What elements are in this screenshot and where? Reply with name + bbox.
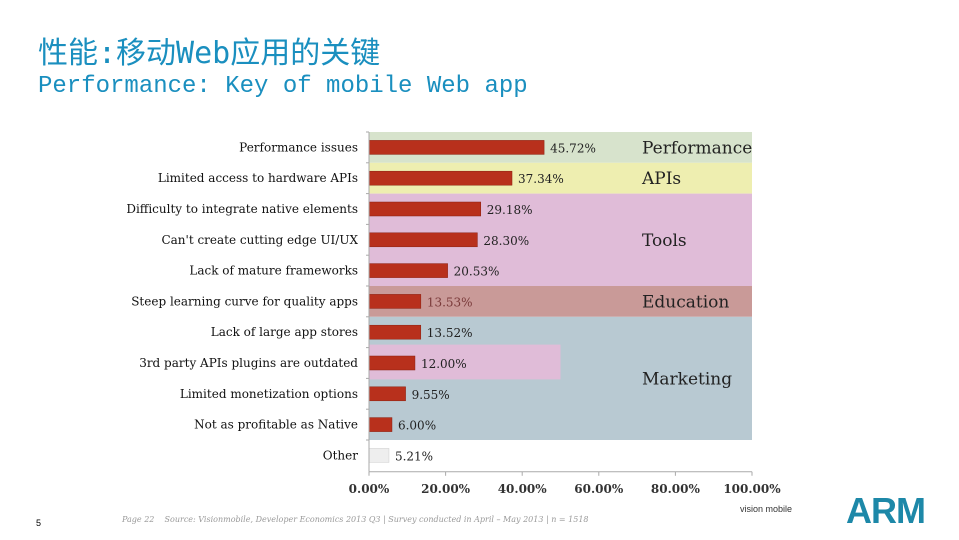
category-label: Not as profitable as Native — [194, 418, 358, 432]
data-label: 12.00% — [421, 357, 467, 371]
x-tick-label: 40.00% — [498, 482, 548, 496]
category-label: Lack of large app stores — [211, 325, 358, 339]
bar — [368, 448, 390, 463]
title-chinese: 性能:移动Web应用的关键 — [38, 36, 381, 71]
data-label: 9.55% — [412, 388, 450, 402]
category-label: Steep learning curve for quality apps — [131, 294, 358, 308]
group-label: Education — [642, 292, 729, 312]
bar — [368, 294, 422, 309]
source-note: Page 22 Source: Visionmobile, Developer … — [122, 515, 589, 524]
category-label: Performance issues — [239, 140, 358, 154]
visionmobile-logo: vision mobile — [740, 504, 793, 514]
category-label: Other — [323, 448, 358, 462]
arm-logo: ARM — [846, 490, 926, 531]
bar — [368, 232, 478, 248]
data-label: 5.21% — [395, 449, 433, 463]
source-text: Source: Visionmobile, Developer Economic… — [164, 515, 589, 524]
x-tick-label: 60.00% — [574, 482, 624, 496]
bar — [368, 355, 416, 371]
data-label: 6.00% — [398, 419, 436, 433]
page-number: 5 — [36, 518, 42, 528]
bar — [368, 140, 545, 155]
group-label: Tools — [642, 231, 687, 251]
bar — [368, 386, 406, 402]
category-label: Limited access to hardware APIs — [158, 171, 358, 185]
data-label: 13.52% — [427, 326, 473, 340]
x-tick-label: 20.00% — [421, 482, 471, 496]
x-tick-label: 100.00% — [723, 482, 781, 496]
data-label: 37.34% — [518, 172, 564, 186]
category-label: Lack of mature frameworks — [189, 264, 358, 278]
bar — [368, 324, 422, 340]
data-label: 13.53% — [427, 295, 473, 309]
category-label: Difficulty to integrate native elements — [126, 202, 358, 216]
x-tick-label: 0.00% — [349, 482, 390, 496]
bar — [368, 417, 393, 432]
data-label: 45.72% — [550, 141, 596, 155]
bar — [368, 201, 482, 217]
data-label: 20.53% — [454, 265, 500, 279]
page-label: Page 22 — [122, 515, 155, 524]
category-label: 3rd party APIs plugins are outdated — [139, 356, 358, 370]
bar — [368, 263, 448, 278]
x-tick-label: 80.00% — [651, 482, 701, 496]
group-label: Performance — [642, 138, 752, 158]
group-label: APIs — [641, 169, 681, 189]
group-band-education — [369, 286, 752, 317]
category-label: Can't create cutting edge UI/UX — [161, 233, 358, 247]
category-label: Limited monetization options — [180, 387, 358, 401]
group-label: Marketing — [642, 369, 732, 389]
bar — [368, 170, 513, 186]
title-english: Performance: Key of mobile Web app — [38, 73, 528, 100]
data-label: 28.30% — [483, 234, 529, 248]
data-label: 29.18% — [487, 203, 533, 217]
